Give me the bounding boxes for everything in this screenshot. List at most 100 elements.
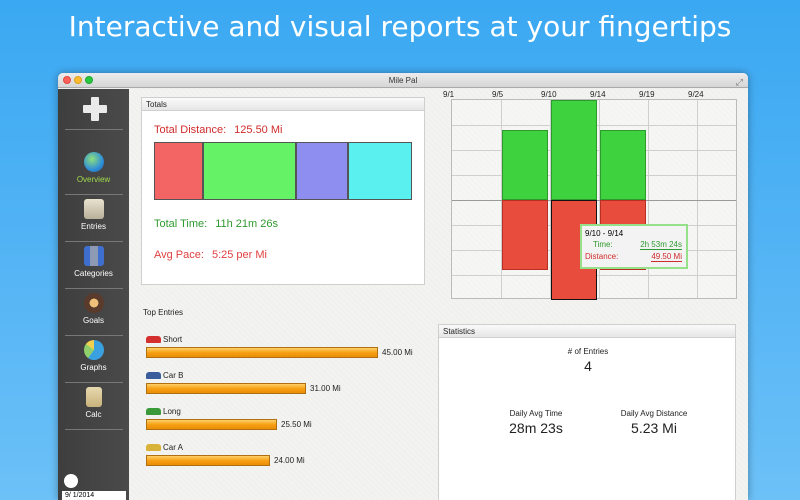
chart-tick-label: 9/19 — [639, 90, 655, 99]
top-entry-bar[interactable] — [146, 455, 270, 466]
window-title: Mile Pal — [388, 76, 418, 85]
chart-bar-time[interactable] — [551, 100, 597, 200]
top-entry-value: 25.50 Mi — [281, 420, 312, 429]
top-entry-value: 31.00 Mi — [310, 384, 341, 393]
chart-gridline — [697, 100, 698, 298]
sidebar-item-calc[interactable]: Calc — [58, 382, 129, 428]
tooltip-title: 9/10 - 9/14 — [585, 229, 624, 238]
sidebar-divider — [65, 194, 123, 195]
sidebar-item-overview[interactable]: Overview — [58, 147, 129, 193]
chart-tick-label: 9/24 — [688, 90, 704, 99]
globe-icon — [83, 152, 104, 172]
headline: Interactive and visual reports at your f… — [68, 10, 732, 43]
chart-gridline — [648, 100, 649, 298]
entries-count-value: 4 — [584, 358, 592, 374]
daily-avg-time-label: Daily Avg Time — [509, 409, 563, 418]
chart-bar-distance[interactable] — [502, 200, 548, 270]
title-bar: Mile Pal ⤢ — [58, 73, 748, 88]
total-distance: Total Distance: 125.50 Mi — [154, 124, 282, 136]
goals-icon — [83, 293, 104, 313]
pie-chart-icon — [83, 340, 104, 360]
sidebar-item-label: Graphs — [80, 363, 107, 372]
daily-avg-distance-value: 5.23 Mi — [631, 420, 677, 436]
top-entry-label: Short — [146, 335, 182, 344]
top-entry-value: 24.00 Mi — [274, 456, 305, 465]
sidebar-divider — [65, 241, 123, 242]
totals-bar-segment[interactable] — [154, 142, 203, 200]
tooltip-distance-value: 49.50 Mi — [651, 252, 682, 262]
top-entry-bar[interactable] — [146, 419, 277, 430]
sidebar-item-entries[interactable]: Entries — [58, 194, 129, 240]
chart-tick-label: 9/5 — [492, 90, 504, 99]
statistics-title: Statistics — [439, 325, 735, 338]
totals-title: Totals — [142, 98, 424, 111]
top-entry-label: Long — [146, 407, 181, 416]
tooltip-time-label: Time: — [593, 240, 613, 249]
top-entries-title: Top Entries — [143, 308, 184, 317]
top-entry-label: Car B — [146, 371, 183, 380]
chart-gridline — [599, 100, 600, 298]
sidebar-divider — [65, 288, 123, 289]
top-entry-name: Short — [163, 335, 183, 344]
sidebar-item-label: Goals — [83, 316, 104, 325]
chart-gridline — [550, 100, 551, 298]
totals-bar-segment[interactable] — [296, 142, 348, 200]
total-distance-value: 125.50 Mi — [234, 124, 283, 136]
top-entry-name: Car B — [163, 371, 184, 380]
main-content: Totals Total Distance: 125.50 Mi Total Ti… — [129, 89, 748, 500]
chart-tick-label: 9/10 — [541, 90, 557, 99]
totals-panel: Totals Total Distance: 125.50 Mi Total Ti… — [141, 97, 425, 285]
chart-tick-label: 9/14 — [590, 90, 606, 99]
top-entry-bar[interactable] — [146, 347, 378, 358]
top-entry-name: Long — [163, 407, 181, 416]
total-time-label: Total Time: — [154, 218, 208, 230]
sidebar-divider — [65, 335, 123, 336]
sidebar-item-goals[interactable]: Goals — [58, 288, 129, 334]
chart-bar-time[interactable] — [600, 130, 646, 200]
car-icon — [146, 336, 161, 344]
close-button[interactable] — [63, 76, 71, 84]
add-entry-button[interactable] — [58, 93, 129, 127]
sidebar-item-categories[interactable]: Categories — [58, 241, 129, 287]
car-icon — [146, 408, 161, 416]
statistics-panel: Statistics # of Entries 4 Daily Avg Time… — [438, 324, 736, 500]
app-window: Mile Pal ⤢ Overview Entries Categories G… — [58, 73, 748, 500]
chart-gridline — [501, 100, 502, 298]
car-icon — [146, 372, 161, 380]
chart-bar-time[interactable] — [502, 130, 548, 200]
sidebar-item-label: Entries — [81, 222, 106, 231]
daily-avg-distance-label: Daily Avg Distance — [620, 409, 688, 418]
avg-pace: Avg Pace: 5:25 per Mi — [154, 249, 267, 261]
fullscreen-icon[interactable]: ⤢ — [735, 77, 743, 87]
avg-pace-value: 5:25 per Mi — [211, 249, 267, 261]
sidebar-divider — [65, 429, 123, 430]
total-time: Total Time: 11h 21m 26s — [154, 218, 278, 230]
totals-bar-segment[interactable] — [203, 142, 296, 200]
sidebar-item-label: Calc — [85, 410, 102, 419]
timeline-chart[interactable]: 9/10 - 9/14 Time: 2h 53m 24s Distance: 4… — [441, 89, 741, 301]
entries-icon — [83, 199, 104, 219]
date-picker-toggle[interactable] — [64, 474, 78, 488]
avg-pace-label: Avg Pace: — [154, 249, 204, 261]
sidebar: Overview Entries Categories Goals Graphs… — [58, 89, 129, 500]
sidebar-item-graphs[interactable]: Graphs — [58, 335, 129, 381]
sidebar-item-label: Overview — [76, 175, 111, 184]
date-field[interactable]: 9/ 1/2014 — [62, 491, 126, 500]
top-entry-label: Car A — [146, 443, 183, 452]
total-distance-label: Total Distance: — [154, 124, 227, 136]
car-icon — [146, 444, 161, 452]
tooltip-distance-label: Distance: — [585, 252, 619, 261]
sidebar-divider — [65, 382, 123, 383]
tooltip-time-value: 2h 53m 24s — [640, 240, 682, 250]
chart-tick-label: 9/1 — [443, 90, 455, 99]
totals-bar-segment[interactable] — [348, 142, 412, 200]
minimize-button[interactable] — [74, 76, 82, 84]
chart-grid[interactable] — [451, 99, 737, 300]
sidebar-divider — [65, 129, 123, 130]
chart-tooltip: 9/10 - 9/14 Time: 2h 53m 24s Distance: 4… — [580, 224, 688, 269]
top-entry-name: Car A — [163, 443, 184, 452]
top-entry-bar[interactable] — [146, 383, 306, 394]
categories-icon — [83, 246, 104, 266]
zoom-button[interactable] — [85, 76, 93, 84]
daily-avg-time-value: 28m 23s — [509, 420, 563, 436]
